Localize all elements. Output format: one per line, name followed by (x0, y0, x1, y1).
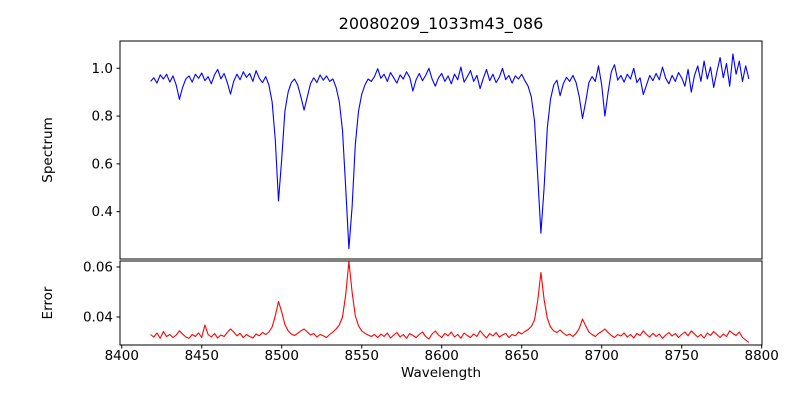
x-tick-label: 8500 (265, 348, 299, 364)
spectrum-series-line (150, 53, 750, 250)
spectrum-y-ticks: 1.0 0.8 0.6 0.4 (92, 61, 120, 220)
error-y-ticks: 0.06 0.04 (83, 260, 120, 326)
x-tick-label: 8600 (425, 348, 459, 364)
x-ticks: 8400 8450 8500 8550 8600 8650 8700 8750 8800 (105, 345, 779, 364)
error-y-axis-label: Error (40, 286, 56, 319)
x-tick-label: 8550 (345, 348, 379, 364)
x-tick-label: 8650 (505, 348, 539, 364)
x-tick-label: 8700 (585, 348, 619, 364)
error-axes-frame (119, 260, 763, 346)
x-tick-label: 8750 (665, 348, 699, 364)
spectrum-y-axis-label: Spectrum (40, 117, 56, 182)
y-tick-label: 0.8 (92, 109, 113, 125)
y-tick-label: 0.6 (92, 156, 113, 172)
y-tick-label: 0.06 (83, 260, 113, 276)
y-tick-label: 0.04 (83, 310, 113, 326)
y-tick-label: 1.0 (92, 61, 113, 77)
error-series-line (150, 260, 750, 343)
x-tick-label: 8450 (185, 348, 219, 364)
top-axes: 1.0 0.8 0.6 0.4 Spectrum (40, 40, 763, 260)
y-tick-label: 0.4 (92, 204, 113, 220)
x-tick-label: 8400 (105, 348, 139, 364)
bottom-axes: 0.06 0.04 8400 8450 8500 8550 8600 8650 8700 875… (40, 260, 779, 382)
x-tick-label: 8800 (745, 348, 779, 364)
spectrum-axes-frame (119, 40, 763, 260)
chart-title: 20080209_1033m43_086 (339, 14, 544, 34)
x-axis-label: Wavelength (401, 365, 481, 381)
